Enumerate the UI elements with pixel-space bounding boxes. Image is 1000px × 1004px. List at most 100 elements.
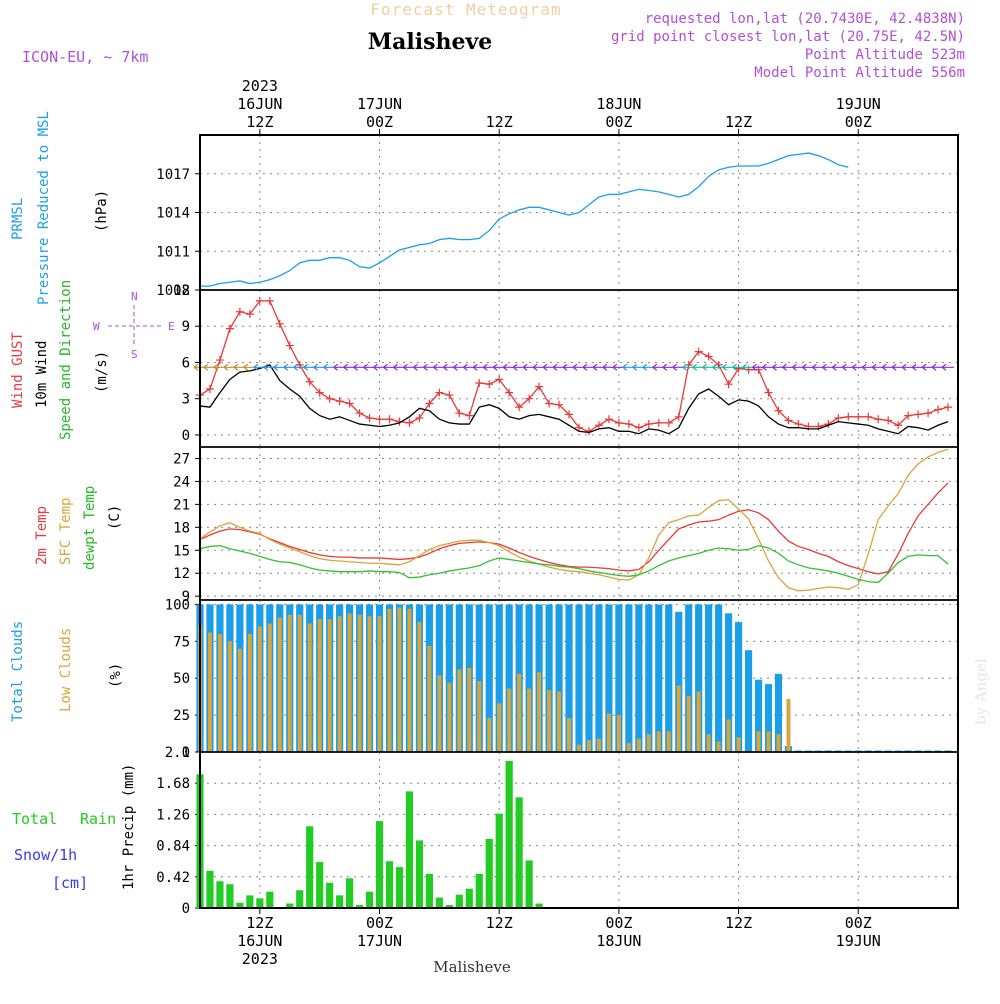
bar-low-clouds: [497, 703, 502, 752]
y-tick-label: 2.1: [165, 745, 190, 761]
cloud-labels: Total Clouds Low Clouds (%): [10, 621, 124, 722]
precip-unit: 1hr Precip (mm): [121, 764, 137, 890]
gust-marker: [694, 347, 703, 356]
bar-low-clouds: [357, 614, 362, 752]
bar-total: [256, 898, 264, 908]
bar-low-clouds: [407, 608, 412, 752]
gust-marker: [565, 410, 574, 419]
bar-total-clouds: [645, 604, 653, 752]
bar-low-clouds: [417, 622, 422, 752]
y-tick-label: 50: [173, 671, 190, 687]
bar-low-clouds: [257, 626, 262, 752]
bar-total-clouds: [734, 622, 743, 752]
bar-low-clouds: [537, 672, 542, 752]
bar-low-clouds: [247, 633, 252, 752]
gust-marker: [594, 421, 603, 430]
compass-w: W: [93, 320, 100, 333]
time-label-bottom: 12Z: [246, 914, 273, 932]
gust-marker: [365, 414, 374, 423]
bar-low-clouds: [477, 681, 482, 752]
bar-total-clouds: [744, 650, 753, 752]
bar-total: [266, 891, 274, 908]
bar-total-clouds: [665, 604, 673, 752]
gust-marker: [545, 399, 554, 408]
time-label-top: 2023: [242, 77, 278, 95]
gust-marker: [285, 341, 294, 350]
series-line-dewpt-temp: [199, 545, 949, 584]
requested-coordinates: requested lon,lat (20.7430E, 42.4838N): [645, 11, 965, 27]
bar-low-clouds: [676, 685, 681, 752]
y-tick-label: 15: [173, 543, 190, 559]
bar-total-clouds: [655, 604, 663, 752]
gust-marker: [535, 382, 544, 391]
bar-total-clouds: [575, 604, 583, 752]
gust-marker: [874, 415, 883, 424]
time-label-top: 00Z: [366, 113, 393, 131]
y-tick-label: 21: [173, 497, 190, 513]
temp-label-sfc: SFC Temp: [58, 498, 74, 565]
gust-marker: [614, 418, 623, 427]
gust-marker: [704, 352, 713, 361]
precip-label-snow: Snow/1h: [14, 846, 77, 864]
bar-total: [425, 873, 433, 908]
wind-label-10m: 10m Wind: [34, 341, 50, 408]
bar-total: [535, 903, 543, 908]
gust-marker: [515, 403, 524, 412]
bar-total: [415, 840, 424, 908]
y-tick-label: 1014: [156, 206, 190, 222]
time-label-bottom: 12Z: [725, 914, 752, 932]
bar-total: [385, 861, 394, 908]
model-altitude: Model Point Altitude 556m: [754, 65, 965, 81]
bar-low-clouds: [586, 740, 591, 752]
bar-low-clouds: [377, 616, 382, 752]
bar-total-clouds: [764, 684, 773, 752]
gust-marker: [864, 412, 873, 421]
location-title: Malisheve: [368, 29, 492, 55]
bar-total-clouds: [545, 604, 553, 752]
bar-total-clouds: [475, 604, 483, 752]
bar-total: [355, 905, 364, 908]
bar-low-clouds: [766, 731, 771, 752]
y-tick-label: 1.68: [156, 776, 190, 792]
bar-low-clouds: [547, 690, 552, 752]
bar-low-clouds: [367, 616, 372, 752]
time-label-top: 00Z: [845, 113, 872, 131]
bar-total-clouds: [495, 604, 503, 752]
gust-marker: [245, 310, 254, 319]
series-line-10m-wind: [199, 364, 949, 435]
time-label-top: 19JUN: [836, 95, 881, 113]
compass-n: N: [131, 290, 138, 303]
gust-marker: [465, 411, 474, 420]
bar-low-clouds: [397, 607, 402, 752]
bar-low-clouds: [616, 715, 621, 752]
plot-area: 1008 1011 1014 1017 0 3 6 9 12 9 12 15 18 21 24 27 0 25 50…: [156, 77, 959, 968]
y-tick-label: 0.84: [156, 839, 190, 855]
bar-low-clouds: [217, 633, 222, 752]
bar-total: [465, 888, 473, 908]
wind-labels: Wind GUST 10m Wind Speed and Direction (…: [10, 280, 175, 440]
time-label-top: 12Z: [246, 113, 273, 131]
precip-label-total: Total: [12, 810, 57, 828]
bar-total: [485, 838, 493, 908]
gust-marker: [764, 388, 773, 397]
gust-marker: [525, 394, 534, 403]
y-tick-label: 27: [173, 451, 190, 467]
bar-total: [286, 903, 294, 908]
bar-total: [326, 882, 334, 908]
bar-total: [296, 890, 304, 908]
bar-low-clouds: [287, 614, 292, 752]
gust-marker: [345, 399, 354, 408]
pressure-unit: (hPa): [94, 190, 110, 232]
bar-low-clouds: [527, 688, 532, 752]
gust-marker: [904, 411, 913, 420]
gust-marker: [914, 410, 923, 419]
wind-label-direction: Speed and Direction: [58, 280, 74, 440]
bar-low-clouds: [626, 743, 631, 752]
gust-marker: [215, 356, 224, 365]
bar-total-clouds: [615, 604, 623, 752]
model-label: ICON-EU, ~ 7km: [22, 48, 148, 66]
bar-total: [216, 881, 224, 908]
bar-total: [445, 905, 453, 908]
wind-unit: (m/s): [94, 351, 110, 393]
